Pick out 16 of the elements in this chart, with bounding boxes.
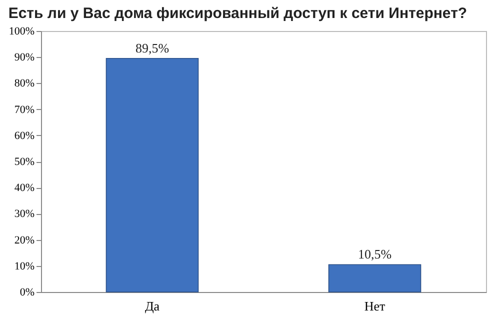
y-tick-label: 80% [14, 78, 34, 90]
y-tick-label: 100% [8, 26, 34, 38]
y-tick-label: 50% [14, 156, 34, 168]
y-tick-label: 70% [14, 104, 34, 116]
y-tick-label: 0% [20, 286, 34, 298]
y-tick-label: 20% [14, 234, 34, 246]
data-label: 10,5% [358, 246, 392, 262]
y-tick-label: 40% [14, 182, 34, 194]
y-tick-label: 90% [14, 52, 34, 64]
x-tick-label: Да [144, 298, 160, 314]
y-tick-label: 30% [14, 208, 34, 220]
y-tick-label: 10% [14, 260, 34, 272]
y-tick-label: 60% [14, 130, 34, 142]
x-tick-label: Нет [364, 298, 386, 314]
data-label: 89,5% [135, 40, 170, 56]
chart-title: Есть ли у Вас дома фиксированный доступ к сети Интернет? [8, 5, 468, 22]
